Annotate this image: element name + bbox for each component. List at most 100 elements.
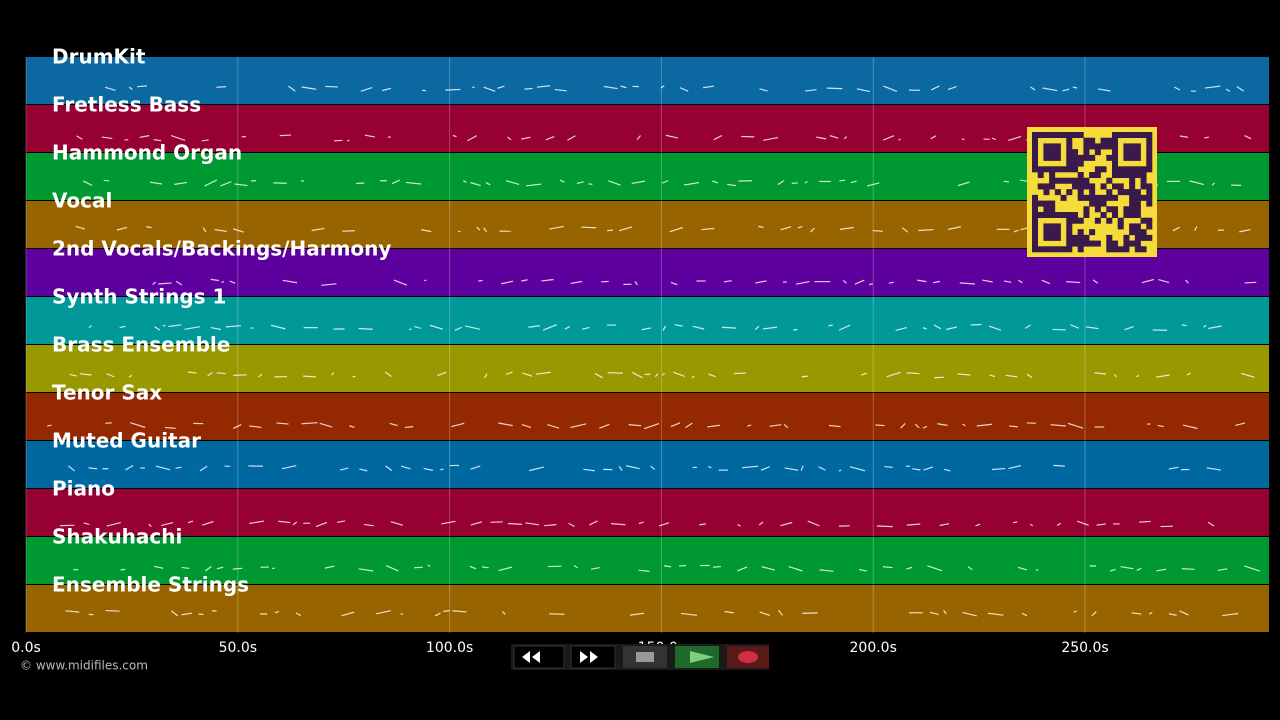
- qr-module: [1049, 200, 1056, 207]
- note: [249, 425, 262, 429]
- note: [844, 136, 847, 140]
- note: [713, 135, 723, 141]
- note: [842, 279, 847, 284]
- qr-module: [1146, 132, 1153, 139]
- note: [1072, 86, 1078, 89]
- note: [618, 465, 623, 471]
- qr-module: [1112, 240, 1119, 247]
- note: [216, 566, 224, 570]
- qr-module: [1066, 229, 1073, 236]
- fast-forward-button[interactable]: [570, 645, 616, 669]
- note: [618, 226, 633, 232]
- note: [883, 85, 898, 93]
- note: [360, 86, 373, 92]
- qr-module: [1032, 246, 1039, 253]
- note: [1141, 278, 1154, 284]
- note: [202, 227, 207, 233]
- qr-module: [1129, 240, 1136, 247]
- note: [125, 464, 134, 471]
- qr-module: [1106, 194, 1113, 201]
- note: [470, 521, 482, 526]
- qr-module: [1066, 212, 1073, 219]
- qr-module: [1112, 172, 1119, 179]
- note: [570, 280, 583, 285]
- rewind-button[interactable]: [513, 645, 565, 669]
- track-lane: [26, 441, 1269, 488]
- note: [128, 374, 133, 378]
- qr-module: [1054, 149, 1061, 156]
- note: [1172, 226, 1180, 232]
- stop-icon: [636, 652, 654, 662]
- qr-module: [1106, 206, 1113, 213]
- qr-module: [1112, 212, 1119, 219]
- note: [849, 466, 866, 472]
- stop-button[interactable]: [623, 646, 667, 668]
- note: [170, 135, 186, 141]
- qr-module: [1072, 149, 1079, 156]
- note: [427, 564, 431, 567]
- qr-module: [1134, 234, 1141, 241]
- qr-module: [1112, 143, 1119, 150]
- note: [701, 227, 715, 231]
- note: [1148, 612, 1153, 615]
- note: [1211, 182, 1215, 186]
- note: [187, 520, 194, 524]
- qr-module: [1032, 234, 1039, 241]
- note: [679, 87, 689, 92]
- qr-module: [1043, 234, 1050, 241]
- qr-module: [1054, 223, 1061, 230]
- note: [658, 522, 670, 527]
- qr-module: [1134, 246, 1141, 253]
- note: [358, 568, 374, 572]
- note: [472, 86, 475, 89]
- note: [810, 227, 815, 233]
- note: [154, 326, 161, 331]
- qr-module: [1083, 143, 1090, 150]
- note: [325, 85, 338, 88]
- note: [130, 422, 146, 428]
- note: [233, 228, 244, 233]
- note: [784, 467, 799, 471]
- note: [626, 465, 640, 470]
- lane-labels: DrumKit Fretless Bass Hammond Organ Vocal 2n…: [52, 45, 391, 597]
- note: [1008, 465, 1022, 470]
- note: [554, 88, 567, 92]
- time-tick-label: 50.0s: [219, 640, 257, 656]
- qr-code: [1027, 127, 1157, 257]
- note: [541, 278, 554, 282]
- note: [982, 279, 993, 283]
- track-name: Synth Strings 1: [52, 285, 226, 309]
- note: [1029, 523, 1034, 527]
- note: [429, 324, 443, 330]
- play-button[interactable]: [675, 646, 719, 668]
- track-lane: [26, 345, 1269, 392]
- note: [164, 426, 176, 430]
- note: [385, 465, 393, 472]
- note: [900, 423, 906, 429]
- qr-module: [1077, 217, 1084, 224]
- qr-module: [1060, 166, 1067, 173]
- note: [991, 137, 997, 141]
- note: [175, 280, 183, 286]
- note: [204, 179, 218, 187]
- note: [507, 136, 512, 141]
- note: [628, 424, 642, 427]
- note: [547, 424, 560, 429]
- note: [707, 424, 721, 428]
- note: [454, 326, 462, 331]
- note: [545, 136, 555, 141]
- qr-module: [1146, 189, 1153, 196]
- record-button[interactable]: [727, 646, 769, 668]
- note: [804, 180, 808, 184]
- qr-module: [1100, 200, 1107, 207]
- qr-module: [1037, 172, 1044, 179]
- note: [405, 181, 422, 185]
- note: [201, 520, 214, 526]
- note: [225, 325, 242, 328]
- qr-module: [1140, 183, 1147, 190]
- note: [1030, 86, 1036, 91]
- note: [816, 136, 827, 140]
- note: [525, 522, 540, 526]
- qr-module: [1140, 217, 1147, 224]
